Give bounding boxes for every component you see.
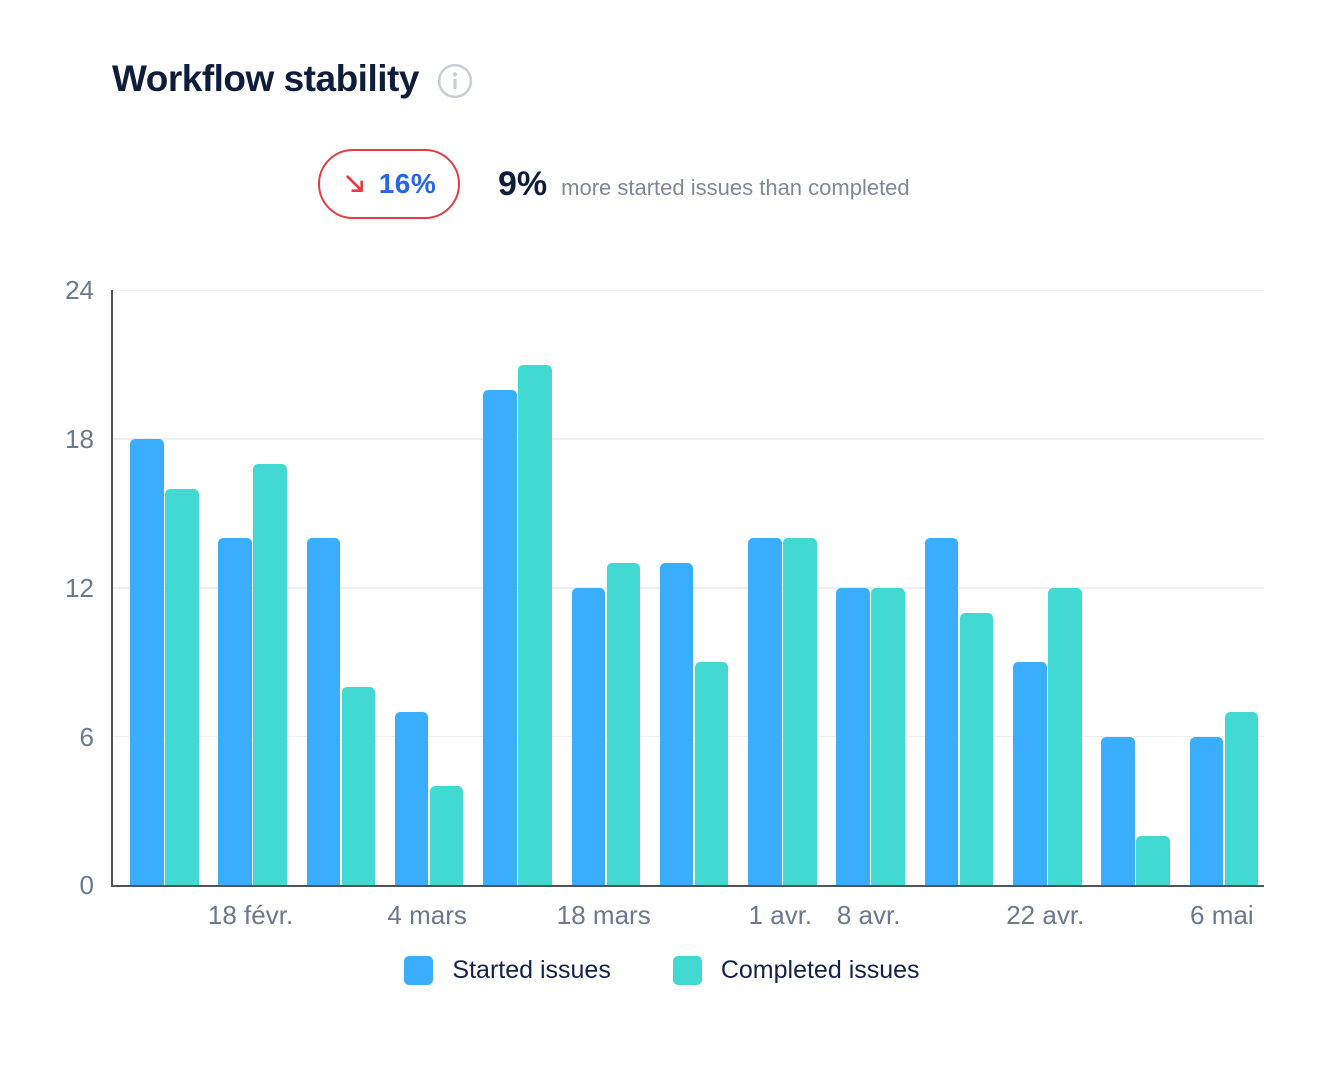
trend-down-right-arrow-icon bbox=[345, 175, 363, 192]
bar-completed[interactable] bbox=[1048, 587, 1082, 886]
bar-started[interactable] bbox=[306, 538, 341, 886]
legend-label: Started issues bbox=[452, 956, 611, 985]
gridline bbox=[113, 438, 1264, 440]
legend-swatch bbox=[404, 956, 434, 986]
stats-row: 16% 9% more started issues than complete… bbox=[318, 147, 1324, 221]
bar-started[interactable] bbox=[218, 538, 252, 886]
bar-completed[interactable] bbox=[429, 786, 464, 886]
info-icon[interactable] bbox=[437, 63, 473, 99]
bar-started[interactable] bbox=[130, 439, 164, 886]
trend-badge-value: 16% bbox=[378, 168, 437, 200]
legend-item-completed: Completed issues bbox=[672, 956, 920, 986]
bar-completed[interactable] bbox=[1224, 711, 1259, 886]
bar-completed[interactable] bbox=[341, 687, 376, 886]
bar-completed[interactable] bbox=[518, 364, 552, 886]
bar-started[interactable] bbox=[483, 389, 517, 886]
bar-completed[interactable] bbox=[253, 463, 287, 886]
x-axis-tick-label: 1 avr. bbox=[748, 900, 813, 931]
bar-completed[interactable] bbox=[165, 488, 199, 886]
bar-started[interactable] bbox=[748, 538, 782, 886]
y-axis-tick-label: 6 bbox=[79, 721, 94, 752]
chart-legend: Started issues Completed issues bbox=[0, 956, 1324, 986]
bar-started[interactable] bbox=[1101, 736, 1135, 886]
bar-started[interactable] bbox=[836, 587, 870, 886]
bar-started[interactable] bbox=[924, 538, 959, 886]
y-axis-tick-label: 24 bbox=[65, 275, 94, 306]
page-title: Workflow stability bbox=[112, 58, 419, 99]
x-axis-tick-label: 22 avr. bbox=[1006, 900, 1085, 931]
bar-completed[interactable] bbox=[606, 563, 640, 886]
legend-label: Completed issues bbox=[720, 956, 920, 985]
x-axis-tick-label: 4 mars bbox=[387, 900, 467, 931]
bar-started[interactable] bbox=[571, 587, 605, 886]
legend-item-started: Started issues bbox=[404, 956, 611, 986]
headline: 9% more started issues than completed bbox=[498, 165, 910, 204]
headline-value: 9% bbox=[498, 164, 548, 203]
legend-swatch bbox=[672, 956, 702, 986]
bar-started[interactable] bbox=[1013, 662, 1047, 886]
x-axis-tick-label: 8 avr. bbox=[836, 900, 901, 931]
bar-started[interactable] bbox=[659, 563, 694, 886]
bar-started[interactable] bbox=[394, 711, 429, 886]
y-axis-tick-label: 12 bbox=[65, 572, 94, 603]
bar-completed[interactable] bbox=[783, 538, 817, 886]
y-axis-tick-label: 0 bbox=[79, 870, 94, 901]
x-axis-tick-label: 18 févr. bbox=[207, 900, 294, 931]
bar-completed[interactable] bbox=[1136, 835, 1170, 886]
headline-text: more started issues than completed bbox=[561, 174, 910, 200]
x-axis-tick-label: 18 mars bbox=[556, 900, 651, 931]
plot-area bbox=[111, 289, 1264, 888]
bar-completed[interactable] bbox=[871, 587, 905, 886]
trend-badge: 16% bbox=[318, 149, 460, 220]
bar-started[interactable] bbox=[1189, 736, 1224, 886]
x-axis-tick-label: 6 mai bbox=[1190, 900, 1254, 931]
gridline bbox=[113, 289, 1264, 292]
arrow-path bbox=[345, 175, 363, 192]
y-axis-tick-label: 18 bbox=[65, 424, 94, 455]
bar-completed[interactable] bbox=[694, 662, 729, 886]
bar-chart: 0 6 12 18 24 18 févr. 4 mars 18 mars 1 avr. 8 avr… bbox=[0, 275, 1324, 946]
bar-completed[interactable] bbox=[959, 612, 994, 886]
chart-header: Workflow stability bbox=[0, 0, 1324, 101]
